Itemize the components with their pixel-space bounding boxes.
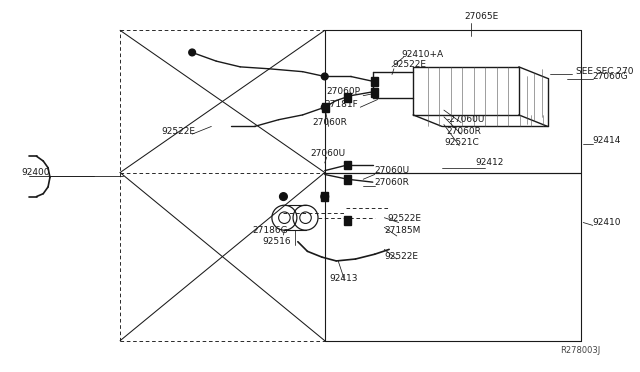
Text: 92522E: 92522E [161, 127, 195, 136]
Text: 27060R: 27060R [374, 178, 410, 187]
Bar [321, 192, 328, 201]
Text: 27060R: 27060R [312, 118, 347, 127]
Text: 27060P: 27060P [326, 87, 360, 96]
Bar [371, 89, 378, 97]
Text: 27060G: 27060G [593, 72, 628, 81]
Circle shape [321, 104, 328, 110]
Text: 92413: 92413 [330, 274, 358, 283]
Bar [371, 77, 378, 86]
Text: 27060R: 27060R [447, 127, 482, 136]
Text: 92521C: 92521C [445, 138, 479, 147]
Text: 27060U: 27060U [374, 166, 410, 175]
Bar [344, 161, 351, 169]
Text: 27186G: 27186G [253, 226, 288, 235]
Text: 27181F: 27181F [324, 100, 358, 109]
Text: 27185M: 27185M [384, 226, 420, 235]
Text: R278003J: R278003J [560, 346, 600, 355]
Text: 92522E: 92522E [392, 60, 426, 70]
Bar [344, 216, 351, 225]
Text: 92516: 92516 [262, 237, 291, 246]
Text: 92414: 92414 [593, 137, 621, 145]
Text: 92522E: 92522E [387, 214, 421, 223]
Text: -27060U: -27060U [447, 115, 485, 124]
Circle shape [321, 73, 328, 80]
Text: 92410+A: 92410+A [402, 50, 444, 59]
Text: 92410: 92410 [593, 218, 621, 227]
Bar [344, 93, 351, 102]
Circle shape [280, 193, 287, 201]
Text: SEE SEC.270: SEE SEC.270 [577, 67, 634, 76]
Bar [323, 103, 329, 112]
Text: 92412: 92412 [476, 158, 504, 167]
Circle shape [189, 49, 195, 56]
Text: 92522E: 92522E [384, 251, 419, 261]
Bar [344, 175, 351, 184]
Text: 27060U: 27060U [310, 149, 346, 158]
Circle shape [321, 193, 328, 201]
Text: 27065E: 27065E [464, 12, 499, 22]
Text: 92400: 92400 [21, 168, 50, 177]
